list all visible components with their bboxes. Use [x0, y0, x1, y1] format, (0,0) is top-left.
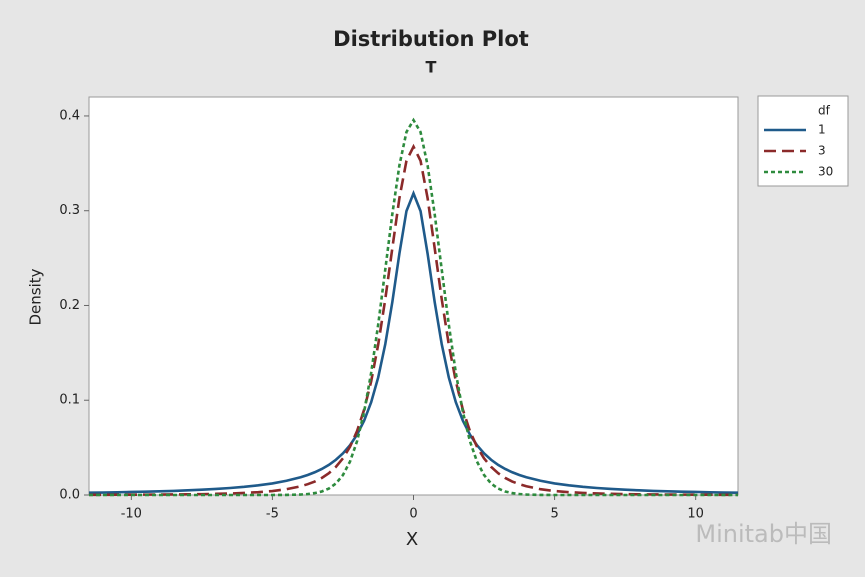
watermark: Minitab中国 — [695, 520, 832, 548]
x-tick-label: 0 — [409, 507, 417, 522]
x-tick-label: 10 — [687, 507, 704, 522]
chart-title: Distribution Plot — [333, 27, 529, 51]
x-tick-label: 5 — [550, 507, 558, 522]
plot-area — [88, 96, 739, 496]
x-tick-label: -5 — [266, 507, 279, 522]
series-line — [89, 117, 738, 497]
series-line — [89, 143, 738, 497]
legend-label: 3 — [818, 144, 826, 158]
legend-label: 30 — [818, 165, 833, 179]
y-tick-label: 0.3 — [59, 203, 80, 218]
y-tick-label: 0.4 — [59, 108, 80, 123]
y-tick-label: 0.2 — [59, 298, 80, 313]
series-line — [88, 189, 739, 495]
legend-label: 1 — [818, 123, 826, 137]
x-tick-label: -10 — [121, 507, 142, 522]
chart-subtitle: T — [426, 58, 437, 77]
legend-title: df — [818, 104, 831, 118]
x-axis-label: X — [406, 529, 418, 550]
y-tick-label: 0.1 — [59, 393, 80, 408]
y-axis-label: Density — [27, 268, 45, 325]
y-tick-label: 0.0 — [59, 488, 80, 503]
